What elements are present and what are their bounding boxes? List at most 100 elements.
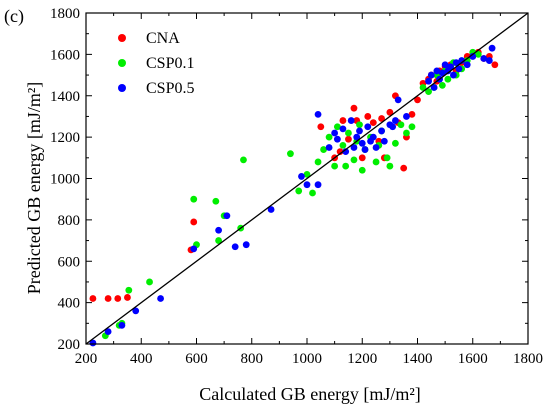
- x-tick-label: 1200: [347, 351, 377, 367]
- data-point-csp0-5: [303, 181, 311, 189]
- legend-label: CNA: [146, 30, 180, 47]
- data-point-csp0-5: [132, 307, 140, 315]
- data-point-csp0-1: [342, 162, 350, 170]
- data-point-cna: [364, 113, 372, 120]
- data-point-csp0-5: [356, 127, 363, 135]
- x-tick-label: 1600: [458, 351, 488, 367]
- data-point-csp0-5: [378, 127, 385, 135]
- data-point-csp0-5: [298, 173, 305, 180]
- data-point-csp0-5: [242, 241, 250, 249]
- data-point-csp0-1: [146, 278, 153, 286]
- data-point-csp0-5: [427, 71, 435, 79]
- data-point-csp0-1: [386, 162, 394, 170]
- x-tick-label: 1800: [513, 351, 543, 367]
- data-point-csp0-1: [356, 121, 363, 129]
- data-point-csp0-1: [325, 133, 333, 141]
- data-point-csp0-5: [231, 243, 239, 251]
- data-point-csp0-1: [331, 162, 339, 170]
- data-point-cna: [114, 295, 122, 302]
- data-point-csp0-1: [240, 156, 247, 164]
- data-point-csp0-5: [463, 61, 471, 69]
- data-point-csp0-5: [392, 117, 399, 124]
- data-point-csp0-5: [452, 59, 460, 67]
- data-point-csp0-5: [403, 113, 410, 120]
- data-point-csp0-1: [212, 197, 220, 205]
- data-point-csp0-5: [469, 53, 477, 60]
- y-tick-label: 600: [58, 254, 81, 270]
- legend-label: CSP0.5: [146, 80, 194, 97]
- reference-line: [85, 12, 529, 345]
- y-tick-label: 1600: [50, 47, 80, 63]
- y-tick-label: 1200: [50, 130, 80, 146]
- data-point-cna: [104, 295, 112, 302]
- data-point-csp0-5: [267, 206, 275, 213]
- data-point-csp0-1: [408, 123, 416, 131]
- x-tick-label: 1400: [403, 351, 433, 367]
- data-point-csp0-5: [455, 65, 463, 73]
- data-point-csp0-1: [320, 146, 327, 153]
- data-point-cna: [378, 115, 385, 122]
- data-point-csp0-1: [358, 166, 366, 174]
- data-point-csp0-1: [350, 156, 358, 164]
- data-point-csp0-1: [403, 129, 410, 137]
- legend-marker: [118, 34, 126, 42]
- data-point-csp0-1: [345, 129, 352, 137]
- y-tick-label: 1800: [50, 6, 80, 22]
- data-point-csp0-5: [358, 139, 366, 147]
- y-tick-label: 800: [58, 213, 81, 229]
- data-point-csp0-5: [447, 63, 455, 71]
- data-point-csp0-5: [339, 125, 347, 133]
- y-tick-label: 200: [58, 337, 81, 353]
- data-point-csp0-1: [333, 123, 341, 131]
- data-point-csp0-5: [342, 148, 350, 156]
- data-point-csp0-5: [369, 133, 377, 141]
- data-point-csp0-1: [392, 139, 399, 147]
- data-point-csp0-1: [309, 189, 316, 197]
- data-point-csp0-5: [350, 144, 358, 151]
- data-point-csp0-5: [372, 144, 380, 151]
- data-point-csp0-5: [325, 144, 333, 151]
- panel-label: (c): [4, 6, 24, 27]
- data-point-cna: [358, 154, 366, 162]
- data-point-csp0-5: [190, 245, 198, 253]
- data-point-csp0-1: [215, 237, 223, 244]
- data-point-cna: [317, 123, 325, 131]
- x-tick-label: 600: [185, 351, 208, 367]
- data-point-cna: [350, 104, 358, 112]
- data-point-csp0-5: [458, 57, 466, 64]
- data-point-csp0-5: [104, 328, 112, 335]
- data-point-csp0-5: [223, 212, 231, 220]
- data-point-csp0-5: [433, 67, 441, 75]
- x-tick-label: 1000: [292, 351, 322, 367]
- data-point-cna: [386, 108, 394, 116]
- data-point-csp0-5: [380, 137, 388, 145]
- data-point-csp0-5: [364, 123, 372, 131]
- data-point-csp0-1: [397, 121, 405, 129]
- data-point-csp0-5: [430, 84, 438, 91]
- data-point-cna: [339, 117, 347, 124]
- data-point-cna: [414, 96, 421, 104]
- data-point-csp0-1: [339, 142, 347, 149]
- data-point-csp0-5: [389, 123, 397, 131]
- data-point-cna: [369, 119, 377, 127]
- data-point-csp0-5: [450, 71, 457, 79]
- legend-marker: [118, 59, 126, 67]
- data-point-csp0-5: [314, 181, 322, 189]
- data-point-csp0-1: [303, 170, 311, 178]
- data-point-csp0-5: [485, 57, 493, 64]
- data-point-csp0-1: [125, 286, 133, 294]
- data-point-cna: [345, 135, 352, 143]
- y-axis-title: Predicted GB energy [mJ/m²]: [24, 82, 44, 295]
- data-point-csp0-1: [425, 88, 432, 96]
- data-point-csp0-5: [118, 321, 126, 329]
- data-point-csp0-5: [438, 69, 446, 77]
- data-point-csp0-5: [314, 110, 322, 118]
- legend-marker: [118, 84, 126, 92]
- data-point-cna: [400, 164, 408, 172]
- x-axis-title: Calculated GB energy [mJ/m²]: [199, 384, 421, 404]
- data-point-csp0-5: [347, 117, 355, 124]
- data-point-cna: [190, 218, 198, 226]
- x-tick-label: 200: [75, 351, 98, 367]
- data-point-csp0-1: [190, 195, 198, 203]
- data-point-csp0-1: [287, 150, 294, 158]
